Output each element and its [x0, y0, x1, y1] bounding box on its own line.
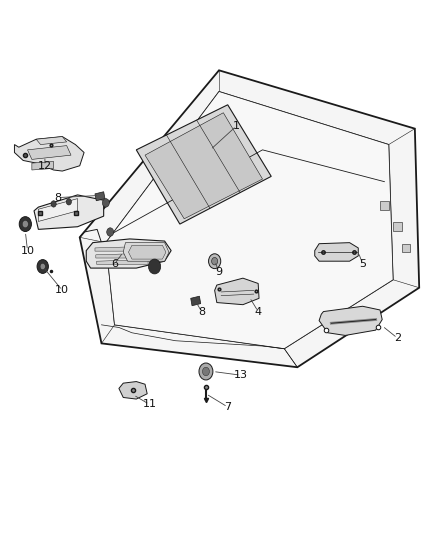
Circle shape	[148, 259, 161, 274]
Polygon shape	[86, 239, 171, 268]
Circle shape	[107, 228, 114, 236]
Text: 7: 7	[224, 402, 231, 412]
Text: 12: 12	[38, 161, 52, 171]
Text: 10: 10	[21, 246, 35, 256]
Circle shape	[202, 367, 209, 376]
Circle shape	[199, 363, 213, 380]
Text: 13: 13	[234, 370, 248, 380]
Polygon shape	[36, 136, 67, 144]
Polygon shape	[96, 253, 148, 258]
Polygon shape	[32, 161, 53, 170]
Polygon shape	[106, 92, 393, 349]
Text: 8: 8	[54, 192, 61, 203]
Polygon shape	[402, 244, 410, 252]
Polygon shape	[319, 306, 382, 335]
Polygon shape	[28, 146, 71, 159]
Polygon shape	[119, 382, 147, 399]
Text: 4: 4	[254, 306, 262, 317]
Circle shape	[51, 201, 56, 207]
Polygon shape	[315, 243, 358, 261]
Polygon shape	[123, 243, 169, 261]
Polygon shape	[380, 201, 389, 210]
Polygon shape	[393, 222, 402, 231]
Polygon shape	[97, 260, 148, 264]
Polygon shape	[95, 192, 105, 201]
Circle shape	[22, 220, 28, 228]
Circle shape	[212, 257, 218, 265]
Polygon shape	[39, 199, 78, 221]
Text: 9: 9	[215, 267, 223, 277]
Circle shape	[66, 199, 71, 205]
Circle shape	[102, 199, 110, 207]
Polygon shape	[95, 246, 147, 251]
Text: 6: 6	[111, 259, 118, 269]
Polygon shape	[136, 105, 271, 224]
Polygon shape	[191, 296, 201, 306]
Circle shape	[19, 216, 32, 231]
Polygon shape	[145, 113, 262, 219]
Text: 2: 2	[394, 333, 401, 343]
Text: 1: 1	[233, 121, 240, 131]
Polygon shape	[14, 136, 84, 171]
Polygon shape	[106, 92, 393, 349]
Polygon shape	[80, 70, 419, 367]
Text: 11: 11	[142, 399, 156, 409]
Circle shape	[37, 260, 48, 273]
Polygon shape	[34, 195, 104, 229]
Text: 8: 8	[198, 306, 205, 317]
Text: 10: 10	[55, 285, 69, 295]
Polygon shape	[128, 245, 166, 259]
Circle shape	[40, 263, 46, 270]
Circle shape	[208, 254, 221, 269]
Text: 5: 5	[359, 259, 366, 269]
Polygon shape	[215, 278, 259, 305]
